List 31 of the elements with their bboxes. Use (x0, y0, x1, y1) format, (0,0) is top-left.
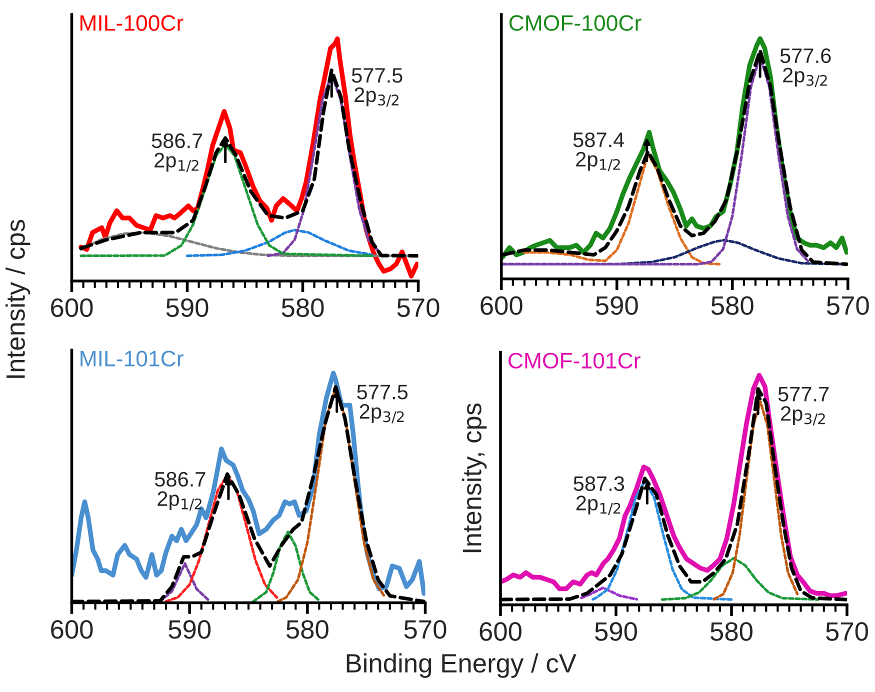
x-tick-label: 590 (168, 620, 211, 639)
x-axis-title: Binding Energy / cV (346, 653, 576, 678)
chart-title: MIL-101Cr (80, 350, 184, 366)
x-tick-label: 570 (826, 622, 868, 641)
x-tick-label: 600 (480, 622, 522, 641)
x-tick-label: 570 (826, 296, 869, 315)
x-tick-label: 580 (286, 620, 328, 639)
x-tick-label: 600 (51, 298, 93, 317)
annotation: 577.6 2p$_{3/2}$ (780, 48, 831, 88)
chart-title: CMOF-101Cr (508, 352, 640, 369)
x-tick-label: 580 (282, 298, 324, 317)
x-tick-label: 590 (596, 296, 638, 315)
x-tick-label: 600 (51, 620, 93, 639)
annotation: 586.7 2p$_{1/2}$ (154, 472, 206, 511)
annotation: 577.5 2p$_{3/2}$ (352, 68, 402, 107)
x-tick-label: 590 (166, 298, 208, 317)
chart-title: CMOF-100Cr (509, 15, 642, 31)
x-tick-label: 600 (480, 296, 522, 315)
x-tick-label: 580 (710, 622, 752, 641)
annotation: 586.7 2p$_{1/2}$ (152, 133, 202, 172)
x-tick-label: 570 (404, 620, 446, 639)
annotation: 587.4 2p$_{1/2}$ (573, 132, 624, 172)
x-tick-label: 580 (711, 296, 754, 315)
x-tick-label: 570 (397, 298, 440, 317)
annotation: 587.3 2p$_{1/2}$ (574, 476, 624, 515)
annotation: 577.7 2p$_{3/2}$ (778, 386, 829, 426)
y-axis-title: Intensity / cps (6, 220, 30, 378)
chart-title: MIL-100Cr (80, 15, 184, 31)
annotation: 577.5 2p$_{3/2}$ (357, 384, 408, 424)
y-axis-title: Intensity, cps (462, 403, 487, 552)
x-tick-label: 590 (595, 622, 637, 641)
